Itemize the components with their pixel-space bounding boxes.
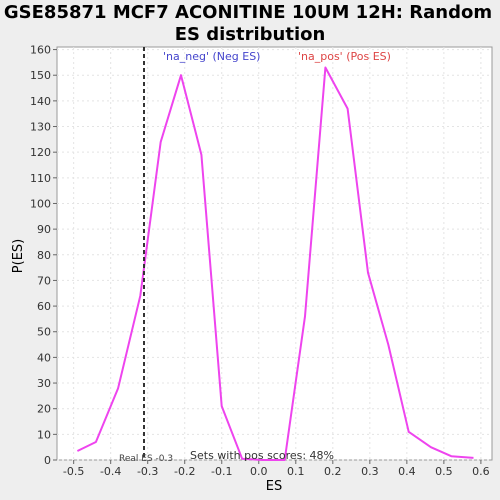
y-tick-label: 160 [30,44,51,57]
y-tick-label: 10 [37,428,51,441]
y-tick-label: 150 [30,69,51,82]
plot-area [56,46,493,461]
x-tick-label: 0.5 [435,465,453,478]
x-tick-label: -0.5 [63,465,84,478]
x-tick-label: 0.4 [398,465,416,478]
es-distribution-line [76,66,474,461]
pos-scores-footer: Sets with pos scores: 48% [190,449,334,462]
y-tick-label: 30 [37,377,51,390]
y-tick-label: 100 [30,197,51,210]
y-tick-label: 0 [44,454,51,467]
x-tick-label: -0.3 [137,465,158,478]
grid-layer [57,47,492,461]
x-tick-label: 0.6 [472,465,490,478]
neg-es-label: 'na_neg' (Neg ES) [163,50,260,63]
y-tick-label: 60 [37,300,51,313]
y-tick-label: 140 [30,95,51,108]
real-es-label: Real ES -0.3 [119,454,173,464]
y-tick-label: 110 [30,172,51,185]
x-tick-label: -0.4 [100,465,121,478]
x-axis-label: ES [266,479,282,494]
series-layer [76,66,474,461]
tick-layer: 0 10 20 30 40 50 60 70 80 90 100 110 120 130 140 150 160… [30,44,490,478]
chart-title-line-1: GSE85871 MCF7 ACONITINE 10UM 12H: Random [4,2,492,23]
x-tick-label: 0.1 [287,465,305,478]
y-tick-label: 80 [37,249,51,262]
x-tick-label: 0.3 [361,465,379,478]
x-tick-label: -0.2 [174,465,195,478]
y-axis-label: P(ES) [11,239,26,273]
x-tick-label: -0.1 [211,465,232,478]
y-tick-label: 120 [30,146,51,159]
y-tick-label: 20 [37,403,51,416]
y-tick-label: 50 [37,326,51,339]
x-tick-label: 0.0 [250,465,268,478]
y-tick-label: 70 [37,274,51,287]
y-tick-label: 90 [37,223,51,236]
x-tick-label: 0.2 [324,465,342,478]
y-tick-label: 130 [30,121,51,134]
chart-title-line-2: ES distribution [175,24,326,45]
y-tick-label: 40 [37,351,51,364]
pos-es-label: 'na_pos' (Pos ES) [298,50,391,63]
